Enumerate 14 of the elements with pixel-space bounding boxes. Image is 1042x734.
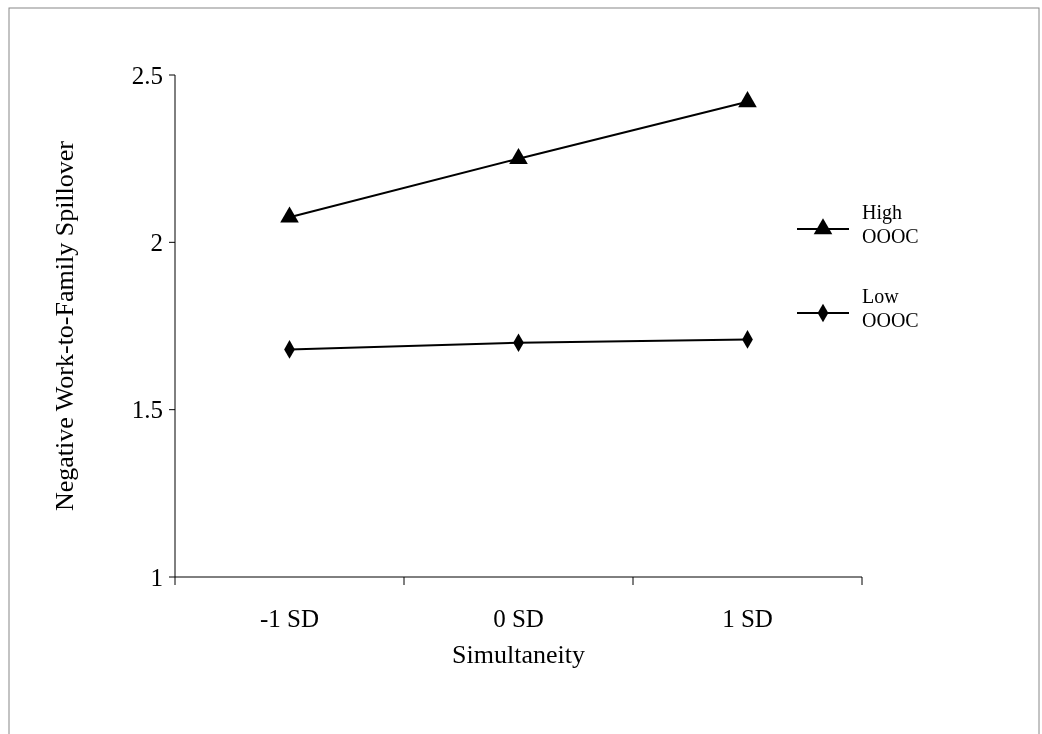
x-axis-title: Simultaneity — [452, 640, 585, 669]
y-tick-label: 2 — [150, 229, 163, 257]
y-tick-label: 2.5 — [131, 61, 163, 89]
point — [738, 91, 757, 108]
x-tick-label: 1 SD — [722, 605, 773, 632]
legend-label: High OOOC — [862, 201, 919, 247]
point — [509, 147, 528, 165]
x-tick-label: -1 SD — [259, 605, 320, 632]
x-tick-label: 0 SD — [493, 605, 544, 632]
y-tick-label: 1.5 — [131, 396, 163, 424]
point — [280, 206, 299, 223]
legend-label: Low OOOC — [862, 285, 919, 331]
y-axis-title: Negative Work-to-Family Spillover — [50, 140, 79, 512]
y-tick-label: 1 — [150, 563, 163, 591]
